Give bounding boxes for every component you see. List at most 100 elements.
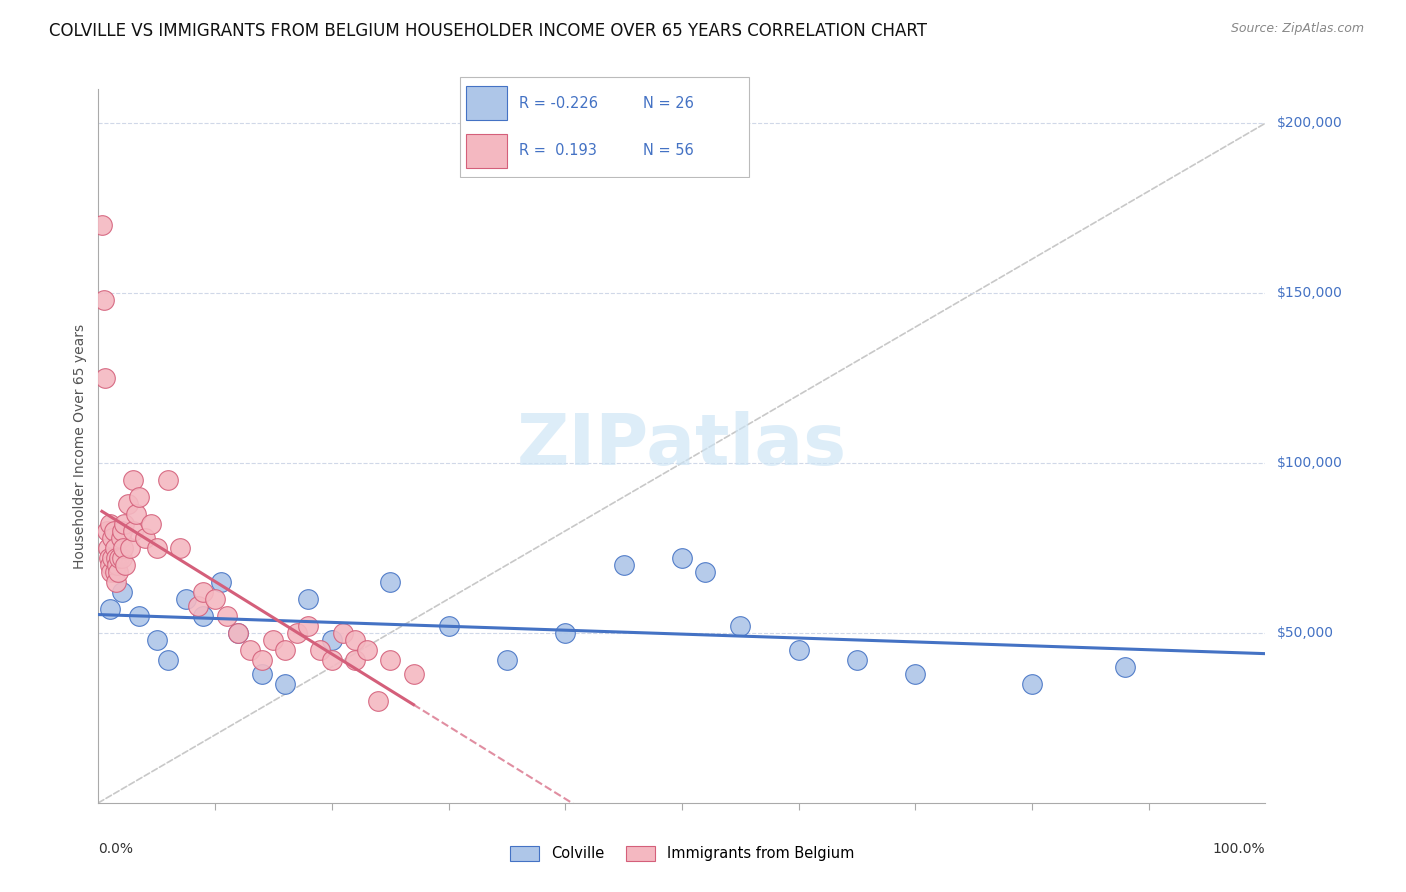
Point [111, 541, 134, 555]
Point [344, 632, 367, 647]
Point [118, 541, 141, 555]
Point [380, 574, 402, 589]
Point [110, 531, 132, 545]
Point [101, 531, 124, 545]
Text: N = 56: N = 56 [643, 144, 693, 158]
Point [134, 531, 156, 545]
Point [122, 473, 145, 487]
Point [612, 558, 634, 572]
Point [215, 608, 238, 623]
Point [108, 551, 131, 566]
Point [380, 653, 402, 667]
Point [332, 626, 354, 640]
Point [93, 293, 115, 307]
Point [250, 666, 273, 681]
Point [125, 507, 148, 521]
Point [97, 551, 120, 566]
Point [98, 517, 121, 532]
Point [262, 632, 284, 647]
Point [297, 591, 319, 606]
FancyBboxPatch shape [460, 77, 749, 178]
Point [846, 653, 869, 667]
Text: 0.0%: 0.0% [98, 842, 134, 856]
Text: COLVILLE VS IMMIGRANTS FROM BELGIUM HOUSEHOLDER INCOME OVER 65 YEARS CORRELATION: COLVILLE VS IMMIGRANTS FROM BELGIUM HOUS… [49, 22, 927, 40]
Point [101, 551, 124, 566]
Text: $100,000: $100,000 [1277, 456, 1343, 470]
Point [128, 608, 150, 623]
Y-axis label: Householder Income Over 65 years: Householder Income Over 65 years [73, 324, 87, 568]
Point [111, 524, 134, 538]
Point [904, 666, 927, 681]
Point [274, 643, 297, 657]
Point [344, 653, 367, 667]
Point [554, 626, 576, 640]
Point [321, 632, 343, 647]
Point [111, 585, 134, 599]
Point [695, 565, 717, 579]
Point [274, 677, 297, 691]
Point [107, 565, 129, 579]
Point [146, 541, 169, 555]
Text: $200,000: $200,000 [1277, 116, 1343, 130]
Point [787, 643, 810, 657]
Point [321, 653, 343, 667]
Point [157, 653, 180, 667]
Legend: Colville, Immigrants from Belgium: Colville, Immigrants from Belgium [503, 839, 860, 867]
Text: R =  0.193: R = 0.193 [519, 144, 596, 158]
Point [157, 473, 180, 487]
Point [112, 517, 135, 532]
Point [437, 619, 460, 633]
Point [96, 524, 118, 538]
Point [174, 591, 197, 606]
Point [104, 574, 127, 589]
Point [169, 541, 191, 555]
Point [117, 497, 139, 511]
Point [103, 524, 125, 538]
Point [285, 626, 308, 640]
Point [94, 371, 117, 385]
Point [90, 218, 112, 232]
Point [250, 653, 273, 667]
Point [187, 599, 209, 613]
Point [100, 565, 122, 579]
Text: N = 26: N = 26 [643, 96, 693, 111]
Point [228, 626, 250, 640]
Point [193, 608, 215, 623]
Point [114, 558, 136, 572]
Point [104, 565, 127, 579]
Point [496, 653, 519, 667]
Text: Source: ZipAtlas.com: Source: ZipAtlas.com [1230, 22, 1364, 36]
Text: $150,000: $150,000 [1277, 286, 1343, 300]
Text: ZIPatlas: ZIPatlas [517, 411, 846, 481]
Point [297, 619, 319, 633]
Text: 100.0%: 100.0% [1213, 842, 1265, 856]
Point [671, 551, 693, 566]
Point [309, 643, 332, 657]
Point [111, 551, 134, 566]
Point [98, 558, 121, 572]
Point [139, 517, 162, 532]
Point [209, 574, 232, 589]
FancyBboxPatch shape [465, 135, 508, 168]
Point [402, 666, 425, 681]
Text: R = -0.226: R = -0.226 [519, 96, 598, 111]
Point [128, 490, 150, 504]
Point [104, 541, 127, 555]
Point [146, 632, 169, 647]
Point [730, 619, 752, 633]
Point [1114, 660, 1136, 674]
Point [98, 602, 121, 616]
Point [97, 541, 120, 555]
Point [356, 643, 378, 657]
Point [122, 524, 145, 538]
FancyBboxPatch shape [465, 87, 508, 120]
Point [104, 551, 127, 566]
Point [204, 591, 226, 606]
Point [1021, 677, 1043, 691]
Text: $50,000: $50,000 [1277, 626, 1333, 640]
Point [193, 585, 215, 599]
Point [367, 694, 389, 708]
Point [239, 643, 262, 657]
Point [228, 626, 250, 640]
Point [105, 558, 128, 572]
